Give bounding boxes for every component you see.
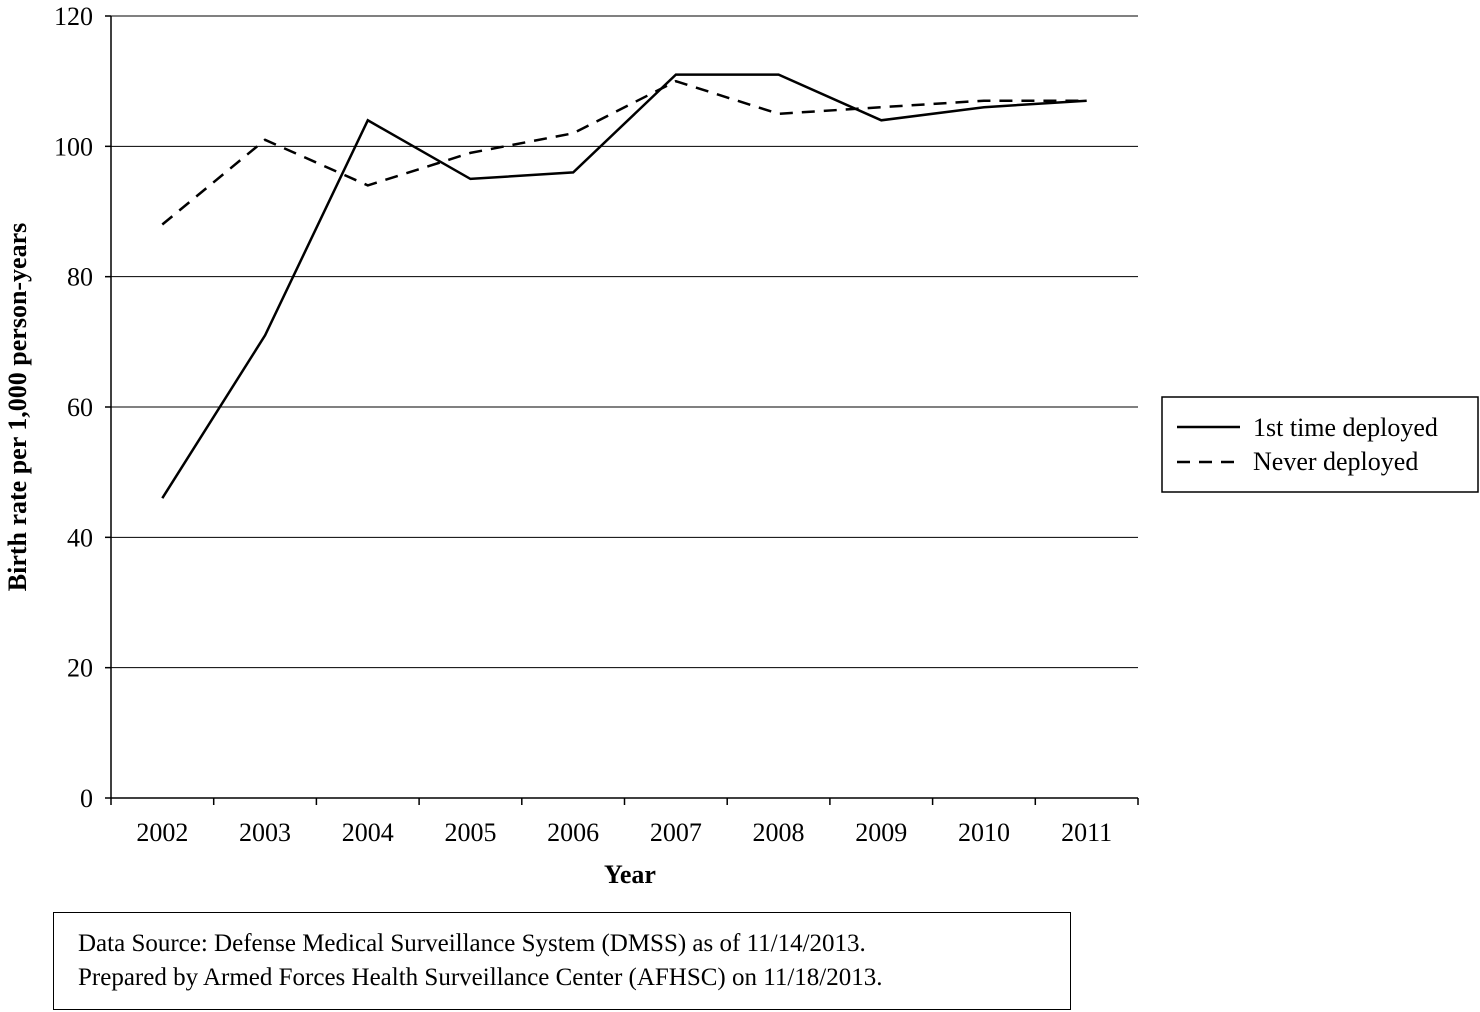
legend: 1st time deployed Never deployed	[1161, 396, 1479, 493]
series-layer	[161, 73, 1087, 499]
x-ticks: 2002 2003 2004 2005 2006 2007 2008 2009 2010 2011	[110, 798, 1139, 847]
y-ticks: 0 20 40 60 80 100 120	[54, 2, 111, 813]
legend-label-never-deployed: Never deployed	[1253, 447, 1418, 476]
x-tick-label-2003: 2003	[239, 818, 291, 847]
y-tick-label-80: 80	[67, 263, 93, 292]
y-tick-label-20: 20	[67, 654, 93, 683]
line-chart: 0 20 40 60 80 100 120 2002 2003 2004 2005 2006 2007…	[3, 2, 1479, 889]
y-tick-label-60: 60	[67, 393, 93, 422]
x-tick-label-2008: 2008	[753, 818, 805, 847]
legend-box	[1161, 396, 1479, 493]
x-tick-label-2009: 2009	[855, 818, 907, 847]
x-tick-label-2007: 2007	[650, 818, 702, 847]
y-axis-title: Birth rate per 1,000 person-years	[3, 223, 32, 592]
x-tick-label-2002: 2002	[136, 818, 188, 847]
x-tick-label-2004: 2004	[342, 818, 394, 847]
gridlines	[111, 15, 1138, 669]
x-tick-label-2011: 2011	[1061, 818, 1112, 847]
series-line-never-deployed	[161, 79, 1087, 226]
y-tick-label-120: 120	[54, 2, 93, 31]
data-source-line: Data Source: Defense Medical Surveillanc…	[78, 930, 866, 957]
x-tick-label-2005: 2005	[444, 818, 496, 847]
x-tick-label-2006: 2006	[547, 818, 599, 847]
prepared-by-line: Prepared by Armed Forces Health Surveill…	[78, 964, 883, 991]
x-tick-label-2010: 2010	[958, 818, 1010, 847]
y-tick-label-100: 100	[54, 132, 93, 161]
series-line-1st-time-deployed	[161, 73, 1087, 499]
y-tick-label-40: 40	[67, 523, 93, 552]
data-source-note: Data Source: Defense Medical Surveillanc…	[53, 912, 1071, 1010]
x-axis-title: Year	[604, 860, 656, 889]
y-tick-label-0: 0	[80, 784, 93, 813]
legend-label-1st-time-deployed: 1st time deployed	[1253, 413, 1438, 442]
